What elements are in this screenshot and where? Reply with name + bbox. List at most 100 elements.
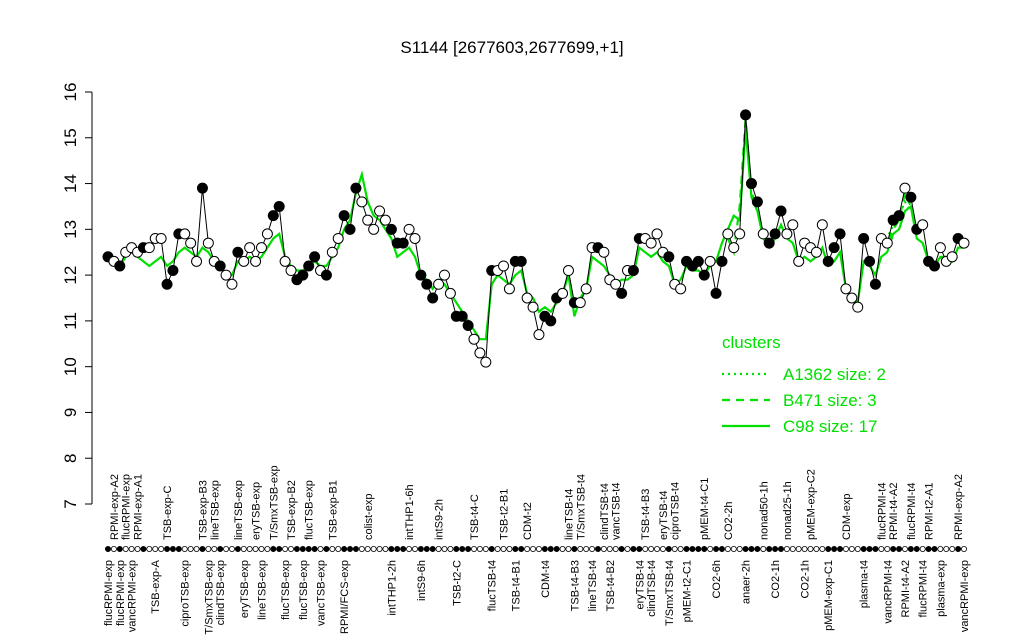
point xyxy=(250,255,262,267)
x-tick-label: T/SmxTSB-t4 xyxy=(664,560,676,626)
membership-dot xyxy=(701,546,708,553)
membership-dot xyxy=(577,546,584,553)
membership-dot xyxy=(146,546,153,553)
x-tick-label: TSB-exp-B3 xyxy=(197,480,209,540)
x-tick-label: lineTSB-exp xyxy=(256,560,268,620)
x-tick-label: T/SmxTSB-exp xyxy=(268,465,280,540)
point xyxy=(728,242,740,254)
membership-dot xyxy=(158,546,165,553)
membership-dot xyxy=(482,546,489,553)
point xyxy=(958,237,970,249)
point xyxy=(191,255,203,267)
membership-dot xyxy=(488,546,495,553)
membership-dot xyxy=(270,546,277,553)
membership-dot xyxy=(394,546,401,553)
membership-dot xyxy=(589,546,596,553)
point xyxy=(763,237,775,249)
point xyxy=(775,205,787,217)
point xyxy=(757,228,769,240)
membership-dot xyxy=(730,546,737,553)
point xyxy=(297,269,309,281)
x-tick-label: CO2-1h xyxy=(800,560,812,599)
membership-dot xyxy=(612,546,619,553)
x-tick-label: T/SmxTSB-t4 xyxy=(575,474,587,540)
point xyxy=(279,255,291,267)
point xyxy=(267,210,279,222)
point xyxy=(474,347,486,359)
point xyxy=(816,219,828,231)
membership-dot xyxy=(329,546,336,553)
membership-dot xyxy=(447,546,454,553)
point xyxy=(515,255,527,267)
y-tick-label: 7 xyxy=(61,499,80,508)
membership-dot xyxy=(122,546,129,553)
x-tick-label: vancTSB-exp xyxy=(316,560,328,626)
x-tick-label: intTHP1-2h xyxy=(386,560,398,616)
membership-dot xyxy=(211,546,218,553)
point xyxy=(928,260,940,272)
x-tick-label: CDM-exp xyxy=(841,494,853,540)
membership-dot xyxy=(825,546,832,553)
membership-dot xyxy=(896,546,903,553)
membership-dot xyxy=(813,546,820,553)
membership-dot xyxy=(411,546,418,553)
x-tick-label: RPMI-exp-A1 xyxy=(133,474,145,540)
point xyxy=(415,269,427,281)
point xyxy=(303,260,315,272)
point xyxy=(692,255,704,267)
point xyxy=(344,223,356,235)
membership-dot xyxy=(406,546,413,553)
x-tick-label: vancRPMI-t4 xyxy=(882,560,894,624)
point xyxy=(244,242,256,254)
membership-dot xyxy=(435,546,442,553)
membership-dot xyxy=(878,546,885,553)
x-tick-label: flucRPMI-t4 xyxy=(918,560,930,617)
point xyxy=(704,255,716,267)
membership-dot xyxy=(766,546,773,553)
point xyxy=(893,210,905,222)
point xyxy=(332,232,344,244)
point xyxy=(852,301,864,313)
chart-title: S1144 [2677603,2677699,+1] xyxy=(400,38,623,57)
point xyxy=(562,265,574,277)
membership-dot xyxy=(559,546,566,553)
x-tick-label: clindTSB-t4 xyxy=(599,483,611,540)
membership-dot xyxy=(630,546,637,553)
point xyxy=(580,283,592,295)
point xyxy=(255,242,267,254)
x-tick-label: TSB-t4-B1 xyxy=(510,560,522,611)
point xyxy=(261,228,273,240)
point xyxy=(834,228,846,240)
point xyxy=(427,292,439,304)
membership-dot xyxy=(476,546,483,553)
x-tick-label: clindTSB-exp xyxy=(215,560,227,625)
x-tick-label: eryTSB-exp xyxy=(239,560,251,618)
membership-dot xyxy=(842,546,849,553)
x-tick-label: flucRPMI-exp xyxy=(115,560,127,626)
point xyxy=(444,287,456,299)
membership-dot xyxy=(535,546,542,553)
membership-dot xyxy=(795,546,802,553)
point xyxy=(232,246,244,258)
membership-dot xyxy=(134,546,141,553)
membership-dot xyxy=(128,546,135,553)
membership-dot xyxy=(335,546,342,553)
membership-dot xyxy=(264,546,271,553)
x-tick-label: intS9-2h xyxy=(434,499,446,540)
membership-dot xyxy=(600,546,607,553)
membership-dot xyxy=(169,546,176,553)
membership-dot xyxy=(181,546,188,553)
y-tick-label: 11 xyxy=(61,312,80,330)
point xyxy=(421,278,433,290)
point xyxy=(610,278,622,290)
membership-dot xyxy=(471,546,478,553)
membership-dot xyxy=(919,546,926,553)
point xyxy=(616,287,628,299)
membership-dot xyxy=(140,546,147,553)
point xyxy=(273,200,285,212)
point xyxy=(598,246,610,258)
membership-dot xyxy=(677,546,684,553)
membership-dot xyxy=(583,546,590,553)
membership-dot xyxy=(299,546,306,553)
